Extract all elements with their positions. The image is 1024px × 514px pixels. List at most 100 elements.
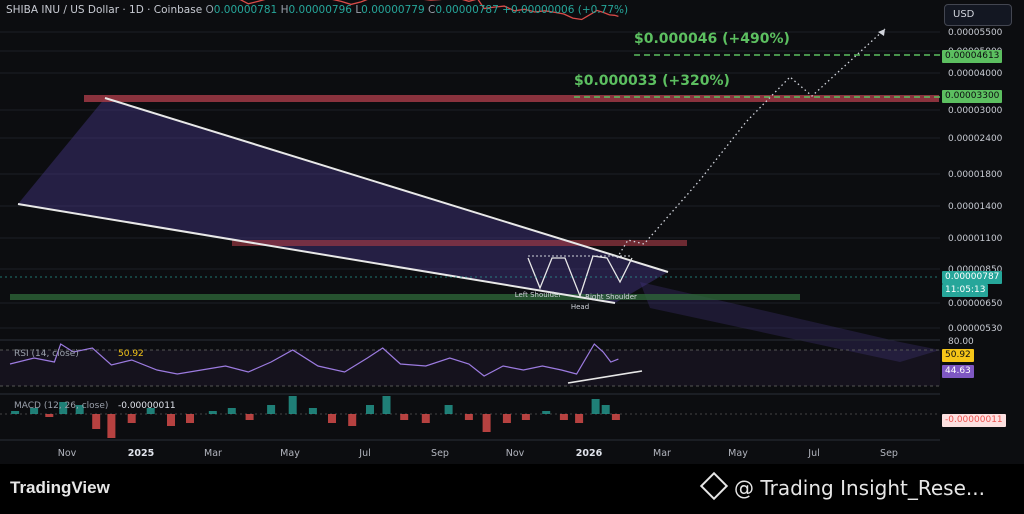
- rsi-label: RSI (14, close): [14, 349, 79, 359]
- projection-arrowhead: [878, 29, 885, 36]
- macd-histogram-bar: [227, 408, 236, 414]
- target-label: $0.000033 (+320%): [574, 73, 730, 89]
- macd-histogram-bar: [245, 414, 254, 420]
- x-tick-label: Jul: [358, 448, 370, 459]
- x-tick-label: Nov: [506, 448, 525, 459]
- change-value: +0.00000006 (+0.77%): [502, 4, 629, 16]
- macd-value-tag: -0.00000011: [942, 414, 1006, 427]
- rsi-band: [0, 350, 940, 386]
- mid-resistance-zone: [232, 240, 687, 246]
- projection-path: [616, 28, 886, 259]
- x-tick-label: Sep: [431, 448, 449, 459]
- price-chart[interactable]: 0.000055000.000050000.000040000.00003000…: [0, 0, 1024, 464]
- wedge-projection-fill: [640, 282, 940, 362]
- rsi-line: [9, 343, 619, 377]
- rsi-trendline: [567, 370, 643, 384]
- macd-histogram-bar: [559, 414, 568, 420]
- pattern-label: Left Shoulder: [515, 291, 562, 299]
- macd-histogram-bar: [59, 402, 68, 414]
- watermark-text: @ Trading Insight_Rese...: [734, 476, 985, 500]
- macd-histogram-bar: [502, 414, 511, 423]
- macd-histogram-bar: [601, 405, 610, 414]
- x-tick-label: Sep: [880, 448, 898, 459]
- y-tick-label: 0.00003000: [948, 106, 1003, 116]
- symbol-title: SHIBA INU / US Dollar · 1D · Coinbase: [6, 4, 203, 16]
- diamond-icon: [699, 471, 729, 501]
- tradingview-logo[interactable]: TradingView: [10, 478, 110, 498]
- y-tick-label: 0.00000530: [948, 324, 1003, 334]
- y-tick-label: 0.00001100: [948, 234, 1003, 244]
- rsi-level-label: 80.00: [948, 337, 974, 347]
- macd-value: -0.00000011: [118, 401, 176, 411]
- low-label: L: [355, 4, 362, 16]
- macd-histogram-bar: [267, 405, 276, 414]
- macd-histogram-bar: [444, 405, 453, 414]
- tradingview-brand: TradingView: [10, 478, 110, 497]
- x-tick-label: Jul: [807, 448, 819, 459]
- countdown-tag: 11:05:13: [942, 284, 989, 297]
- macd-label: MACD (12, 26, close): [14, 401, 108, 411]
- macd-histogram-bar: [400, 414, 409, 420]
- x-tick-label: May: [728, 448, 748, 459]
- macd-histogram-bar: [611, 414, 620, 420]
- y-tick-label: 0.00001800: [948, 170, 1003, 180]
- y-tick-label: 0.00000650: [948, 299, 1003, 309]
- macd-histogram-bar: [45, 414, 54, 417]
- footer-bar: [0, 464, 1024, 514]
- pattern-label: Right Shoulder: [585, 293, 637, 301]
- open-label: O: [205, 4, 214, 16]
- x-tick-label: Mar: [653, 448, 671, 459]
- x-tick-label: Nov: [58, 448, 77, 459]
- macd-histogram-bar: [107, 414, 116, 438]
- wedge-lower-trendline: [17, 203, 616, 304]
- macd-histogram-bar: [167, 414, 175, 426]
- high-label: H: [280, 4, 289, 16]
- macd-histogram-bar: [186, 414, 194, 423]
- high-value: 0.00000796: [288, 4, 352, 16]
- rsi-ma-tag: 44.63: [942, 365, 974, 378]
- macd-histogram-bar: [75, 405, 84, 414]
- target-price-tag-2: 0.00003300: [942, 90, 1003, 103]
- open-value: 0.00000781: [213, 4, 278, 16]
- macd-histogram-bar: [521, 414, 530, 420]
- author-watermark: @ Trading Insight_Rese...: [699, 471, 985, 501]
- rsi-value-tag: 50.92: [942, 349, 974, 362]
- close-label: C: [427, 4, 436, 16]
- macd-histogram-bar: [328, 414, 336, 423]
- resistance-zone: [84, 95, 939, 102]
- macd-histogram-bar: [308, 408, 317, 414]
- x-tick-label: May: [280, 448, 300, 459]
- target-label: $0.000046 (+490%): [634, 31, 790, 47]
- y-tick-label: 0.00000850: [948, 265, 1003, 275]
- macd-histogram-bar: [146, 408, 155, 414]
- pattern-label: Head: [571, 303, 589, 311]
- y-tick-label: 0.00001400: [948, 202, 1003, 212]
- macd-histogram-bar: [575, 414, 584, 423]
- current-price-tag: 0.00000787: [942, 271, 1003, 284]
- y-tick-label: 0.00002400: [948, 134, 1003, 144]
- falling-wedge-fill: [18, 98, 668, 303]
- low-value: 0.00000779: [361, 4, 425, 16]
- x-tick-label: 2026: [576, 448, 603, 459]
- macd-histogram-bar: [542, 411, 551, 414]
- y-tick-label: 0.00004000: [948, 69, 1003, 79]
- y-tick-label: 0.00005500: [948, 28, 1003, 38]
- macd-histogram-bar: [591, 399, 600, 414]
- wedge-upper-trendline: [104, 97, 669, 273]
- head-shoulders-pattern: [527, 255, 633, 298]
- macd-histogram-bar: [382, 396, 391, 414]
- macd-histogram-bar: [366, 405, 374, 414]
- macd-histogram-bar: [30, 408, 39, 414]
- macd-histogram-bar: [127, 414, 136, 423]
- macd-histogram-bar: [288, 396, 297, 414]
- symbol-header: SHIBA INU / US Dollar · 1D · Coinbase O0…: [6, 4, 628, 16]
- macd-histogram-bar: [464, 414, 473, 420]
- macd-histogram-bar: [11, 411, 20, 414]
- currency-button[interactable]: USD: [944, 4, 1012, 26]
- macd-histogram-bar: [482, 414, 491, 432]
- x-tick-label: Mar: [204, 448, 222, 459]
- x-tick-label: 2025: [128, 448, 154, 459]
- macd-histogram-bar: [92, 414, 101, 429]
- support-zone: [10, 294, 800, 300]
